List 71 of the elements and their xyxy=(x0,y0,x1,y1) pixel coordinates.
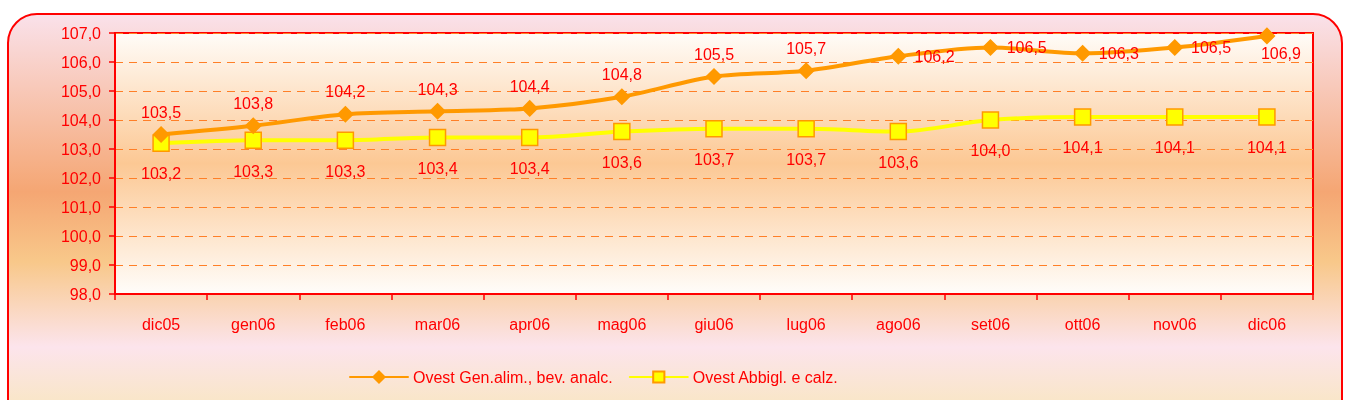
x-tick-label: ago06 xyxy=(876,315,921,333)
data-label: 103,4 xyxy=(509,159,550,177)
data-label: 104,4 xyxy=(509,77,550,95)
point xyxy=(521,100,538,117)
point xyxy=(1258,108,1276,126)
point xyxy=(244,117,262,135)
y-tick-label: 107,0 xyxy=(60,24,102,42)
y-tick-label: 98,0 xyxy=(69,285,102,303)
point xyxy=(429,103,446,120)
point xyxy=(890,47,907,65)
data-label: 103,7 xyxy=(786,150,827,168)
point xyxy=(613,122,631,141)
point xyxy=(889,122,908,141)
data-label: 103,8 xyxy=(233,95,274,113)
data-label: 103,6 xyxy=(601,153,642,171)
point xyxy=(428,128,447,147)
data-label: 106,2 xyxy=(914,47,955,65)
x-tick-label: mag06 xyxy=(597,315,647,333)
point xyxy=(982,39,999,56)
y-tick-label: 101,0 xyxy=(60,198,102,216)
point xyxy=(336,131,355,150)
data-label: 104,0 xyxy=(970,142,1011,160)
data-label: 103,4 xyxy=(417,159,458,177)
point xyxy=(705,68,723,85)
point xyxy=(1166,39,1184,56)
data-label: 104,8 xyxy=(601,66,642,84)
data-label: 104,2 xyxy=(325,83,366,101)
data-label: 104,3 xyxy=(417,80,458,98)
point xyxy=(1166,108,1184,126)
data-label: 104,1 xyxy=(1062,139,1103,157)
x-tick-label: gen06 xyxy=(230,315,276,333)
x-tick-label: dic05 xyxy=(141,315,181,333)
point xyxy=(705,119,723,138)
data-label: 103,3 xyxy=(233,162,274,180)
legend-label: Ovest Abbigl. e calz. xyxy=(692,368,838,386)
x-tick-label: dic06 xyxy=(1247,315,1287,333)
y-tick-label: 104,0 xyxy=(60,111,102,129)
data-label: 103,6 xyxy=(878,153,919,171)
point xyxy=(981,111,1000,129)
y-tick-label: 105,0 xyxy=(60,82,102,100)
data-label: 105,7 xyxy=(786,39,827,57)
point xyxy=(613,88,631,106)
x-tick-label: apr06 xyxy=(509,315,551,333)
y-tick-label: 106,0 xyxy=(60,53,102,71)
y-tick-label: 99,0 xyxy=(69,256,102,274)
legend-label: Ovest Gen.alim., bev. analc. xyxy=(413,368,613,386)
x-tick-label: nov06 xyxy=(1152,315,1197,333)
point xyxy=(1073,108,1092,126)
point xyxy=(797,119,815,138)
point xyxy=(244,131,262,150)
data-label: 104,1 xyxy=(1154,139,1195,157)
y-tick-label: 103,0 xyxy=(60,140,102,158)
data-label: 103,5 xyxy=(141,103,182,121)
x-tick-label: set06 xyxy=(970,315,1011,333)
point xyxy=(337,105,354,123)
data-label: 106,9 xyxy=(1260,44,1302,62)
point xyxy=(152,126,170,143)
data-label: 103,7 xyxy=(693,150,735,168)
x-tick-label: giu06 xyxy=(694,315,734,333)
point xyxy=(520,128,539,147)
data-label: 103,3 xyxy=(325,162,366,180)
x-tick-label: feb06 xyxy=(325,315,366,333)
y-tick-label: 102,0 xyxy=(60,169,102,187)
x-tick-label: mar06 xyxy=(414,315,461,333)
point xyxy=(1258,27,1276,45)
data-label: 105,5 xyxy=(693,45,735,63)
x-tick-label: lug06 xyxy=(786,315,826,333)
point xyxy=(797,62,815,79)
x-tick-label: ott06 xyxy=(1064,315,1101,333)
point xyxy=(1074,45,1091,62)
y-tick-label: 100,0 xyxy=(60,227,102,245)
